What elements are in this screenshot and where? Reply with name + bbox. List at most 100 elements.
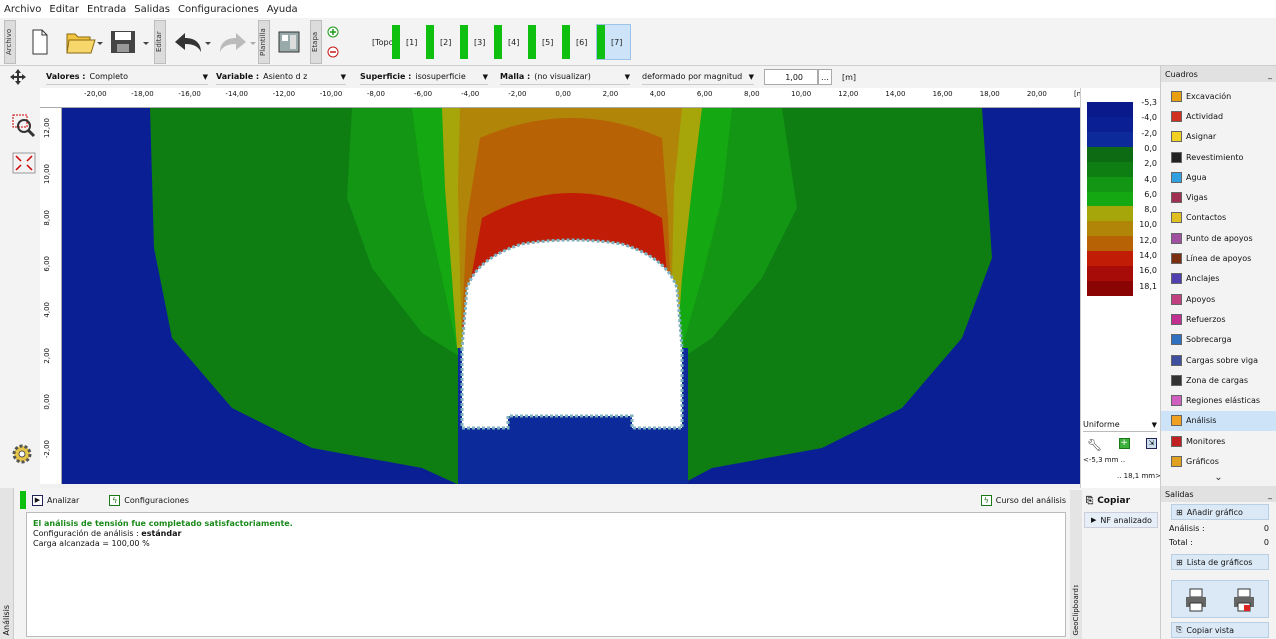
analizar-button[interactable]: ▶ Analizar — [32, 494, 79, 506]
cuadro-item[interactable]: Anclajes — [1161, 269, 1276, 289]
toolbar: Archivo Editar Plantilla Etapa [Topo] [1… — [0, 18, 1276, 66]
print-icon[interactable] — [1184, 587, 1208, 616]
cuadro-item[interactable]: Asignar — [1161, 127, 1276, 147]
legend-label: -5,3 — [1141, 98, 1157, 107]
cuadro-item[interactable]: Gráficos — [1161, 451, 1276, 471]
stage-6[interactable]: [6] — [562, 24, 587, 60]
x-tick-label: -12,00 — [272, 90, 296, 98]
cuadro-item[interactable]: Refuerzos — [1161, 309, 1276, 329]
archivo-tab[interactable]: Archivo — [4, 20, 16, 64]
copiar-button[interactable]: ⎘ Copiar — [1086, 496, 1130, 506]
zoom-icon[interactable] — [12, 114, 36, 138]
cuadro-label: Apoyos — [1186, 294, 1216, 304]
edit-scale-icon[interactable]: ⇲ — [1145, 438, 1157, 449]
deformado-select[interactable]: deformado por magnitud ▼ — [642, 69, 754, 85]
configuraciones-button[interactable]: ϟ Configuraciones — [109, 494, 189, 506]
cuadro-item[interactable]: Punto de apoyos — [1161, 228, 1276, 248]
add-icon[interactable]: + — [1118, 438, 1130, 449]
cuadro-item[interactable]: Zona de cargas — [1161, 370, 1276, 390]
legend-swatch — [1087, 161, 1133, 178]
add-stage-icon[interactable] — [326, 24, 340, 40]
cuadro-item[interactable]: Línea de apoyos — [1161, 248, 1276, 268]
cuadro-item[interactable]: Vigas — [1161, 187, 1276, 207]
cuadro-item[interactable]: Cargas sobre viga — [1161, 350, 1276, 370]
play-icon: ▶ — [1091, 516, 1097, 524]
cuadro-item[interactable]: Sobrecarga — [1161, 330, 1276, 350]
side-tab-label: Análisis — [2, 604, 11, 635]
legend-swatch — [1087, 146, 1133, 163]
legend-label: -4,0 — [1141, 113, 1157, 123]
menu-ayuda[interactable]: Ayuda — [266, 3, 298, 15]
x-tick-label: 4,00 — [649, 90, 666, 98]
plantilla-tab[interactable]: Plantilla — [258, 20, 270, 64]
cuadro-item[interactable]: Contactos — [1161, 208, 1276, 228]
cuadro-icon — [1171, 293, 1182, 305]
minimize-icon[interactable]: _ — [1268, 69, 1272, 79]
stage-indicator — [20, 491, 26, 509]
variable-select[interactable]: Variable : Asiento d z ▼ — [216, 69, 346, 85]
anadir-grafico-button[interactable]: ⊞ Añadir gráfico — [1171, 504, 1269, 520]
more-options-icon[interactable]: … — [818, 69, 832, 85]
lista-graficos-button[interactable]: ⊞ Lista de gráficos — [1171, 554, 1269, 570]
template-icon[interactable] — [274, 24, 304, 60]
curso-button[interactable]: ϟ Curso del análisis — [980, 494, 1066, 506]
stage-7[interactable]: [7] — [596, 24, 632, 60]
cuadro-icon — [1171, 395, 1182, 407]
cuadro-item[interactable]: Actividad — [1161, 106, 1276, 126]
copiar-vista-button[interactable]: ⎘ Copiar vista — [1171, 622, 1269, 638]
cuadro-item[interactable]: Excavación — [1161, 86, 1276, 106]
stage-3[interactable]: [3] — [460, 24, 485, 60]
legend-labels: -5,3 -4,0 -2,0 0,0 2,0 4,0 6,0 8,0 10,0 12,0 14,0 1… — [1137, 98, 1159, 298]
remove-stage-icon[interactable] — [326, 44, 340, 60]
move-icon[interactable] — [8, 69, 38, 85]
anadir-label: Añadir gráfico — [1186, 507, 1243, 517]
nf-item[interactable]: ▶ NF analizado — [1084, 512, 1158, 528]
malla-select[interactable]: Malla : (no visualizar) ▼ — [500, 69, 630, 85]
legend-swatch — [1087, 176, 1133, 193]
undo-icon[interactable] — [170, 24, 214, 60]
print-pdf-icon[interactable] — [1232, 587, 1256, 616]
etapa-tab[interactable]: Etapa — [310, 20, 322, 64]
menu-salidas[interactable]: Salidas — [134, 3, 171, 15]
cuadro-label: Asignar — [1186, 132, 1217, 142]
menu-editar[interactable]: Editar — [49, 3, 79, 15]
cuadro-item[interactable]: Análisis — [1161, 410, 1276, 432]
salidas-title: Salidas — [1165, 489, 1194, 499]
save-icon[interactable] — [108, 24, 152, 60]
cuadros-title: Cuadros — [1165, 69, 1198, 79]
minimize-icon[interactable]: _ — [1268, 489, 1272, 499]
menu-entrada[interactable]: Entrada — [87, 3, 127, 15]
stage-2[interactable]: [2] — [426, 24, 451, 60]
legend-mode-select[interactable]: Uniforme ▼ — [1083, 418, 1157, 432]
cuadro-item[interactable]: Apoyos — [1161, 289, 1276, 309]
new-file-icon[interactable] — [28, 24, 52, 60]
valores-select[interactable]: Valores : Completo ▼ — [46, 69, 208, 85]
cuadro-label: Excavación — [1186, 91, 1232, 101]
stage-1[interactable]: [1] — [392, 24, 417, 60]
menu-archivo[interactable]: Archivo — [4, 3, 42, 15]
cuadro-item[interactable]: Regiones elásticas — [1161, 390, 1276, 410]
y-tick-label: 2,00 — [43, 348, 51, 364]
stage-5[interactable]: [5] — [528, 24, 553, 60]
copy-view-icon: ⎘ — [1176, 625, 1183, 634]
cuadro-item[interactable]: Agua — [1161, 167, 1276, 187]
superficie-select[interactable]: Superficie : isosuperficie ▼ — [360, 69, 488, 85]
clipboard-side-tab[interactable]: GeoClipboard™ — [1070, 490, 1082, 639]
editar-tab[interactable]: Editar — [154, 20, 166, 64]
wrench-icon[interactable]: 🔧︎ — [1087, 438, 1103, 452]
chevron-down-icon[interactable]: ⌄ — [1214, 471, 1223, 483]
legend-label: 18,1 — [1139, 281, 1157, 291]
nf-label: NF analizado — [1100, 515, 1152, 525]
cuadro-item[interactable]: Revestimiento — [1161, 147, 1276, 167]
stage-4[interactable]: [4] — [494, 24, 519, 60]
menu-configuraciones[interactable]: Configuraciones — [178, 3, 259, 15]
cuadro-item[interactable]: Monitores — [1161, 431, 1276, 451]
carga-line: Carga alcanzada = 100,00 % — [33, 539, 150, 548]
contour-plot[interactable] — [62, 108, 1080, 484]
gear-icon[interactable] — [10, 442, 34, 466]
scale-input[interactable]: 1,00 — [764, 69, 818, 85]
fit-view-icon[interactable] — [12, 152, 36, 174]
open-file-icon[interactable] — [64, 24, 104, 60]
stage-topo[interactable]: [Topo] — [372, 24, 397, 60]
analysis-side-tab[interactable]: Análisis — [0, 488, 14, 639]
